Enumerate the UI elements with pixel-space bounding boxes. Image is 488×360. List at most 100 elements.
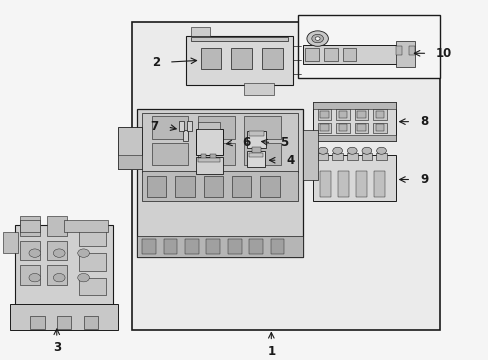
Circle shape <box>78 249 89 257</box>
Text: 10: 10 <box>435 47 451 60</box>
Bar <box>79 278 105 295</box>
Bar <box>83 316 98 329</box>
Bar <box>337 171 348 197</box>
Bar <box>227 239 241 254</box>
Bar <box>249 131 264 136</box>
Bar <box>356 111 365 118</box>
Bar <box>356 125 365 131</box>
Bar <box>260 176 279 197</box>
Bar <box>249 239 263 254</box>
Bar <box>312 155 395 201</box>
Text: 9: 9 <box>419 173 427 186</box>
Bar <box>20 216 40 235</box>
Bar <box>231 176 251 197</box>
Bar <box>184 239 198 254</box>
Circle shape <box>53 249 65 257</box>
Text: 5: 5 <box>280 136 288 149</box>
Text: 8: 8 <box>419 115 427 128</box>
Bar <box>408 46 414 55</box>
Bar <box>79 229 105 246</box>
Bar <box>354 109 367 120</box>
Bar <box>346 153 357 160</box>
Bar <box>152 143 188 166</box>
Circle shape <box>306 31 328 46</box>
Text: 2: 2 <box>152 55 160 68</box>
Bar <box>372 109 386 120</box>
Bar <box>198 122 220 129</box>
Bar <box>372 123 386 133</box>
Bar <box>270 239 284 254</box>
Bar <box>137 235 303 257</box>
Bar <box>231 48 251 69</box>
Bar <box>298 15 439 78</box>
Circle shape <box>53 274 65 282</box>
Bar <box>118 155 142 169</box>
Bar <box>303 130 317 180</box>
Circle shape <box>346 147 356 154</box>
Bar <box>57 316 71 329</box>
Bar <box>361 153 371 160</box>
Bar <box>375 153 386 160</box>
Bar <box>198 116 234 139</box>
Bar <box>203 176 223 197</box>
Bar <box>163 239 177 254</box>
Bar <box>79 253 105 271</box>
Bar <box>338 125 346 131</box>
Bar <box>210 154 216 161</box>
Circle shape <box>376 147 386 154</box>
Circle shape <box>361 147 371 154</box>
Circle shape <box>315 37 320 40</box>
Bar <box>3 232 18 253</box>
Bar <box>206 239 220 254</box>
Bar <box>198 143 234 166</box>
Bar <box>20 220 40 232</box>
Bar <box>142 171 298 201</box>
Bar <box>317 153 328 160</box>
Bar <box>195 129 222 155</box>
Bar <box>47 265 66 285</box>
Bar <box>324 48 337 61</box>
Bar <box>395 41 414 67</box>
Bar <box>246 131 266 148</box>
Bar <box>320 111 328 118</box>
Bar <box>331 153 342 160</box>
Bar <box>320 125 328 131</box>
Bar <box>142 113 298 172</box>
Bar <box>137 109 303 257</box>
Bar <box>262 48 282 69</box>
Bar <box>244 116 281 139</box>
Bar <box>190 27 210 36</box>
Circle shape <box>29 249 41 257</box>
Text: 4: 4 <box>286 154 294 167</box>
Bar <box>375 125 384 131</box>
Bar <box>190 37 288 41</box>
Bar <box>395 46 401 55</box>
Bar <box>187 121 192 131</box>
Bar <box>375 111 384 118</box>
Circle shape <box>78 274 89 282</box>
Bar <box>335 123 349 133</box>
Circle shape <box>29 274 41 282</box>
Text: 7: 7 <box>150 120 158 134</box>
Bar <box>303 45 409 64</box>
Bar <box>152 116 188 139</box>
Bar <box>335 109 349 120</box>
Bar <box>64 220 108 232</box>
Bar <box>244 143 281 166</box>
Bar <box>355 171 366 197</box>
Bar <box>338 111 346 118</box>
Bar <box>118 127 142 169</box>
Bar <box>200 48 221 69</box>
Bar <box>195 157 222 174</box>
Bar <box>142 239 156 254</box>
Bar <box>20 265 40 285</box>
Circle shape <box>332 147 342 154</box>
Bar <box>317 123 330 133</box>
Bar <box>20 241 40 260</box>
Bar <box>147 176 166 197</box>
Bar <box>246 152 265 167</box>
Bar <box>320 171 330 197</box>
Bar <box>178 121 183 131</box>
Bar <box>182 130 188 141</box>
Bar <box>251 147 260 153</box>
